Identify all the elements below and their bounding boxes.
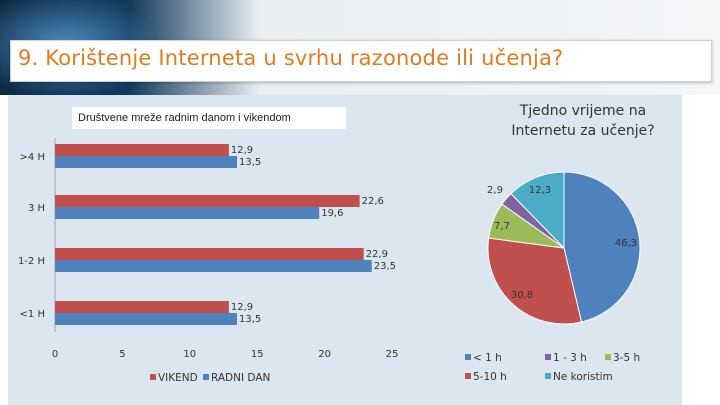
bar-vikend <box>55 195 360 207</box>
pie-slice <box>510 171 565 250</box>
bar-vikend <box>55 248 364 260</box>
slide-title: 9. Korištenje Interneta u svrhu razonode… <box>18 46 564 70</box>
bar-radni-dan <box>55 207 320 219</box>
pie-slice <box>563 171 641 323</box>
bar-radni-dan <box>55 313 237 325</box>
pie-legend-swatch <box>465 354 471 360</box>
pie-legend-swatch <box>545 373 551 379</box>
bar-value-label: 12,9 <box>231 302 253 313</box>
pie-legend-swatch <box>545 354 551 360</box>
pie-value-label: 30,8 <box>511 290 533 301</box>
pie-legend-label: < 1 h <box>473 352 502 364</box>
bar-radni-dan <box>55 260 372 272</box>
bar-value-label: 12,9 <box>231 145 253 156</box>
bar-category-label: >4 H <box>20 152 45 163</box>
pie-legend-swatch <box>605 354 611 360</box>
bar-vikend <box>55 144 229 156</box>
bar-x-tick-label: 5 <box>119 349 125 360</box>
bar-chart-title: Društvene mreže radnim danom i vikendom <box>72 107 346 129</box>
bar-category-label: <1 H <box>20 309 45 320</box>
pie-legend-swatch <box>465 373 471 379</box>
pie-value-label: 46,3 <box>615 238 637 249</box>
bar-category-label: 1-2 H <box>18 256 45 267</box>
bar-radni-dan <box>55 156 237 168</box>
pie-legend-label: 1 - 3 h <box>553 352 587 364</box>
bar-x-tick-label: 20 <box>318 349 331 360</box>
bar-value-label: 23,5 <box>374 261 396 272</box>
pie-legend-label: 5-10 h <box>473 371 507 383</box>
bar-x-tick-label: 10 <box>183 349 196 360</box>
pie-legend-label: 3-5 h <box>613 352 640 364</box>
pie-chart-title: Tjedno vrijeme na Internetu za učenje? <box>511 103 655 139</box>
bar-legend-label: RADNI DAN <box>211 372 270 384</box>
bar-legend-swatch <box>203 374 209 380</box>
bar-value-label: 13,5 <box>239 157 261 168</box>
bar-value-label: 22,9 <box>366 249 388 260</box>
bar-legend-swatch <box>150 374 156 380</box>
bar-legend-label: VIKEND <box>158 372 198 384</box>
bar-x-tick-label: 0 <box>52 349 58 360</box>
bar-value-label: 22,6 <box>362 196 384 207</box>
bar-vikend <box>55 301 229 313</box>
bar-value-label: 13,5 <box>239 314 261 325</box>
pie-legend-label: Ne koristim <box>553 371 613 383</box>
bar-value-label: 19,6 <box>321 208 343 219</box>
pie-value-label: 12,3 <box>529 185 551 196</box>
bar-x-tick-label: 15 <box>251 349 264 360</box>
bar-category-label: 3 H <box>28 203 45 214</box>
pie-value-label: 7,7 <box>494 221 510 232</box>
bar-x-tick-label: 25 <box>386 349 399 360</box>
title-banner <box>10 40 712 82</box>
pie-value-label: 2,9 <box>487 185 503 196</box>
pie-slice <box>487 237 583 325</box>
